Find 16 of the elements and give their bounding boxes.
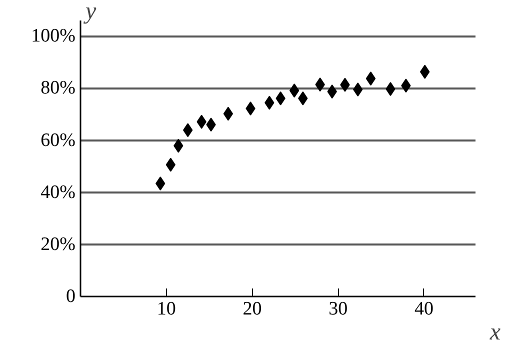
x-tick-label: 20 — [242, 298, 262, 320]
point — [223, 106, 234, 121]
y-tick-label: 80% — [40, 78, 76, 99]
x-axis-title: x — [488, 320, 501, 346]
point — [289, 84, 300, 98]
y-tick-label: 40% — [40, 182, 76, 203]
x-tick-label: 30 — [328, 298, 348, 320]
y-tick-label: 20% — [40, 234, 76, 255]
point — [353, 82, 363, 96]
y-tick-label: 60% — [40, 130, 76, 151]
point — [366, 72, 376, 86]
y-tick-label: 0 — [66, 286, 76, 307]
y-tick-label: 100% — [31, 26, 76, 47]
x-tick-label: 10 — [156, 298, 176, 320]
y-axis-title: y — [84, 0, 96, 24]
x-tick-label: 40 — [414, 298, 434, 320]
